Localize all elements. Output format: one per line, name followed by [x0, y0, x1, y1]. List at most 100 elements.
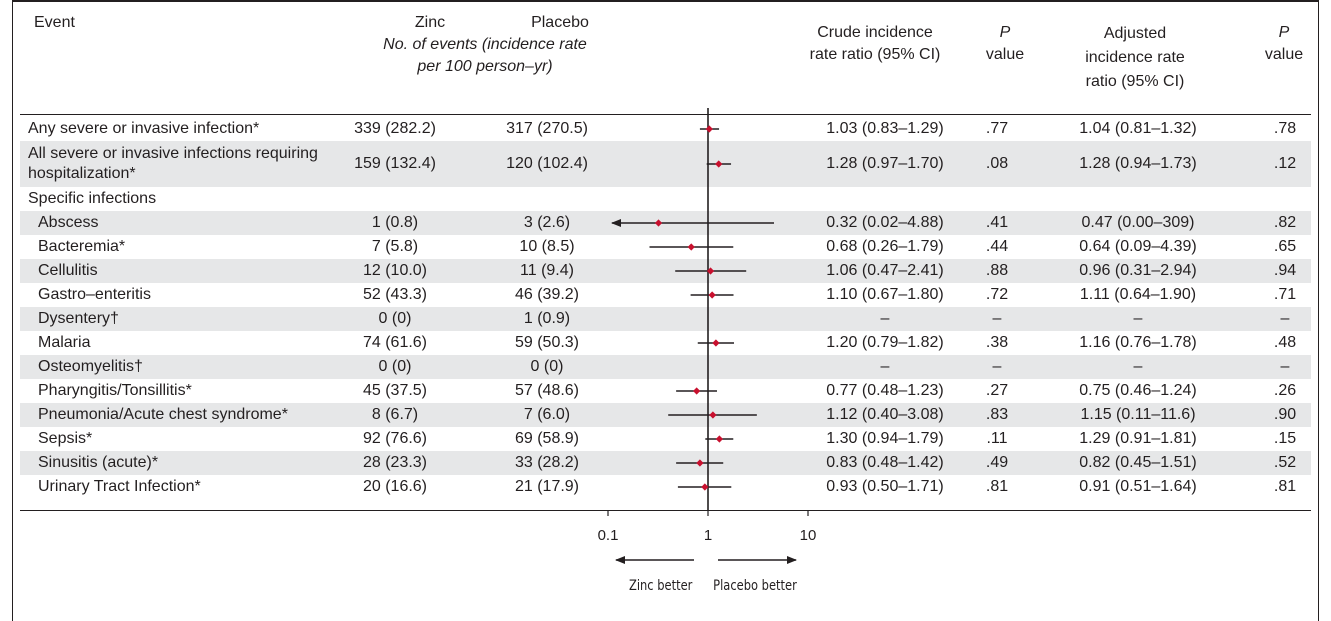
- row-event: Malaria: [38, 334, 91, 351]
- row-placebo: 33 (28.2): [514, 454, 580, 471]
- row-p2: –: [1280, 358, 1290, 375]
- row-event: Urinary Tract Infection*: [38, 478, 201, 495]
- row-crude: 0.32 (0.02–4.88): [826, 214, 944, 231]
- row-crude: 0.93 (0.50–1.71): [826, 478, 944, 495]
- row-p1: .27: [985, 382, 1009, 399]
- row-p1: .77: [985, 120, 1009, 137]
- table-row: Abscess 1 (0.8) 3 (2.6) 0.32 (0.02–4.88)…: [20, 211, 1311, 235]
- row-zinc: 159 (132.4): [354, 155, 436, 172]
- row-zinc: 52 (43.3): [362, 286, 428, 303]
- row-zinc: 339 (282.2): [354, 120, 436, 137]
- row-zinc: 45 (37.5): [362, 382, 428, 399]
- row-event: Cellulitis: [38, 262, 98, 279]
- table-row: All severe or invasive infections requir…: [20, 141, 1311, 187]
- row-p2: .15: [1273, 430, 1297, 447]
- row-p2: .65: [1273, 238, 1297, 255]
- point-estimate-marker: [687, 243, 695, 251]
- row-crude: 1.20 (0.79–1.82): [826, 334, 944, 351]
- table-row: Bacteremia* 7 (5.8) 10 (8.5) 0.68 (0.26–…: [20, 235, 1311, 259]
- row-p1: –: [992, 358, 1002, 375]
- row-placebo: 21 (17.9): [514, 478, 580, 495]
- row-adjusted: 0.75 (0.46–1.24): [1079, 382, 1197, 399]
- row-placebo: 46 (39.2): [514, 286, 580, 303]
- row-zinc: 8 (6.7): [371, 406, 419, 423]
- header-events-note-line2: per 100 person–yr): [417, 58, 553, 75]
- row-zinc: 0 (0): [378, 358, 412, 375]
- table-row: Dysentery† 0 (0) 1 (0.9) – – – –: [20, 307, 1311, 331]
- row-crude: 1.10 (0.67–1.80): [826, 286, 944, 303]
- row-crude: 0.68 (0.26–1.79): [826, 238, 944, 255]
- row-adjusted: 1.04 (0.81–1.32): [1079, 120, 1197, 137]
- row-adjusted: 1.15 (0.11–11.6): [1080, 406, 1196, 423]
- header-adjusted-line3: ratio (95% CI): [1085, 73, 1185, 90]
- point-estimate-marker: [708, 291, 716, 299]
- row-crude: –: [880, 358, 890, 375]
- row-p2: –: [1280, 310, 1290, 327]
- placebo-better-label: Placebo better: [713, 578, 797, 594]
- header-p1-line1: P: [999, 24, 1011, 41]
- row-placebo: 11 (9.4): [520, 262, 574, 279]
- table-row: Sepsis* 92 (76.6) 69 (58.9) 1.30 (0.94–1…: [20, 427, 1311, 451]
- table-row: Sinusitis (acute)* 28 (23.3) 33 (28.2) 0…: [20, 451, 1311, 475]
- header-p2-line1: P: [1278, 24, 1290, 41]
- point-estimate-marker: [696, 459, 704, 467]
- row-placebo: 10 (8.5): [519, 238, 575, 255]
- row-crude: –: [880, 310, 890, 327]
- row-p1: .81: [985, 478, 1009, 495]
- row-adjusted: 1.28 (0.94–1.73): [1079, 155, 1197, 172]
- table-row: Gastro–enteritis 52 (43.3) 46 (39.2) 1.1…: [20, 283, 1311, 307]
- row-adjusted: 0.47 (0.00–309): [1081, 214, 1195, 231]
- row-p1: .11: [986, 430, 1008, 447]
- row-placebo: 0 (0): [530, 358, 564, 375]
- row-event: Osteomyelitis†: [38, 358, 143, 375]
- row-event: Sinusitis (acute)*: [38, 454, 159, 471]
- header-crude-line1: Crude incidence: [817, 24, 933, 41]
- row-event: Sepsis*: [38, 430, 93, 447]
- header-zinc: Zinc: [414, 14, 446, 31]
- row-placebo: 59 (50.3): [514, 334, 580, 351]
- header-rule: [20, 114, 1311, 115]
- row-event: All severe or invasive infections requir…: [28, 145, 318, 182]
- header-crude-line2: rate ratio (95% CI): [809, 46, 941, 63]
- row-crude: 0.83 (0.48–1.42): [826, 454, 944, 471]
- header-events-note-line1: No. of events (incidence rate: [383, 36, 587, 53]
- row-event: Any severe or invasive infection*: [28, 120, 260, 137]
- header-p2-line2: value: [1264, 46, 1304, 63]
- point-estimate-marker: [709, 411, 717, 419]
- row-p2: .12: [1273, 155, 1297, 172]
- header-placebo: Placebo: [531, 14, 589, 31]
- header-adjusted: Adjusted incidence rate ratio (95% CI): [1050, 22, 1220, 94]
- row-event: Abscess: [38, 214, 99, 231]
- row-p1: .72: [985, 286, 1009, 303]
- row-event: Bacteremia*: [38, 238, 126, 255]
- row-event: Dysentery†: [38, 310, 119, 327]
- table-row: Osteomyelitis† 0 (0) 0 (0) – – – –: [20, 355, 1311, 379]
- row-p2: .82: [1273, 214, 1297, 231]
- bottom-rule: [20, 510, 1311, 511]
- row-p1: .49: [985, 454, 1009, 471]
- header-p1-line2: value: [985, 46, 1025, 63]
- row-crude: 0.77 (0.48–1.23): [826, 382, 944, 399]
- row-p2: .26: [1273, 382, 1297, 399]
- point-estimate-marker: [701, 483, 709, 491]
- row-p2: .71: [1273, 286, 1297, 303]
- row-placebo: 7 (6.0): [523, 406, 571, 423]
- row-adjusted: 0.64 (0.09–4.39): [1079, 238, 1197, 255]
- row-placebo: 317 (270.5): [506, 120, 588, 137]
- axis-tick-label: 10: [800, 527, 817, 544]
- row-adjusted: 0.91 (0.51–1.64): [1079, 478, 1197, 495]
- header-adjusted-line1: Adjusted: [1103, 25, 1167, 42]
- row-adjusted: 0.82 (0.45–1.51): [1079, 454, 1197, 471]
- row-p1: .41: [985, 214, 1009, 231]
- row-adjusted: 1.11 (0.64–1.90): [1079, 286, 1197, 303]
- row-p2: .94: [1273, 262, 1297, 279]
- row-crude: 1.12 (0.40–3.08): [826, 406, 944, 423]
- zinc-better-label: Zinc better: [628, 578, 693, 594]
- table-row: Pharyngitis/Tonsillitis* 45 (37.5) 57 (4…: [20, 379, 1311, 403]
- row-zinc: 1 (0.8): [371, 214, 419, 231]
- row-zinc: 7 (5.8): [371, 238, 419, 255]
- row-event: Gastro–enteritis: [38, 286, 151, 303]
- row-crude: 1.06 (0.47–2.41): [826, 262, 944, 279]
